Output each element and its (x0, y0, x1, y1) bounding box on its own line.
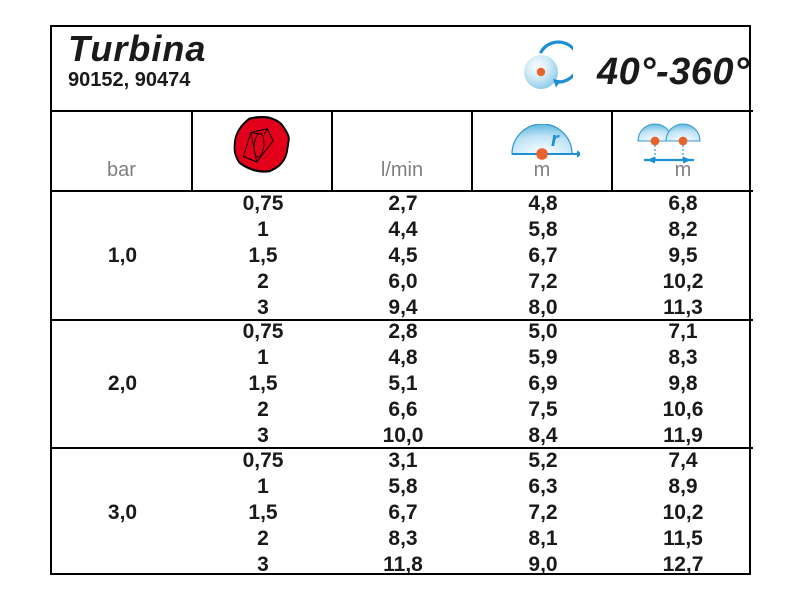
svg-text:r: r (551, 129, 560, 151)
